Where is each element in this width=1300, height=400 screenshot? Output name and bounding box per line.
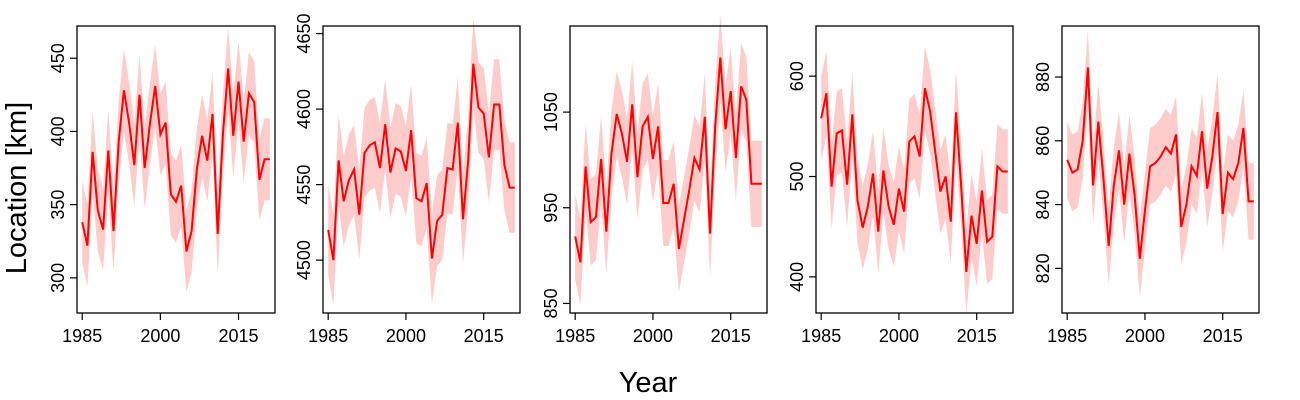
y-tick-label: 4650 (294, 14, 314, 54)
y-tick-label: 1050 (541, 92, 561, 132)
x-tick-label: 2015 (1203, 326, 1243, 346)
panel-1: 300 350 400 450 1985 2000 2015 (48, 25, 276, 346)
x-tick-label: 2015 (219, 326, 259, 346)
y-tick-label: 950 (541, 193, 561, 223)
y-tick-label: 820 (1033, 253, 1053, 283)
series-line (327, 63, 515, 261)
chart-panels: 300 350 400 450 1985 2000 2015 4500 4550 4600 4650… (48, 14, 1260, 346)
y-axis-title: Location [km] (1, 102, 33, 274)
x-tick-label: 2000 (386, 326, 426, 346)
series-line (820, 87, 1008, 272)
x-tick-label: 2015 (711, 326, 751, 346)
confidence-band (82, 27, 270, 293)
y-tick-label: 880 (1033, 62, 1053, 92)
x-tick-label: 2000 (879, 326, 919, 346)
y-tick-label: 850 (541, 288, 561, 318)
x-tick-label: 1985 (1047, 326, 1087, 346)
series-line (574, 57, 762, 263)
confidence-band (328, 18, 515, 306)
confidence-band (575, 14, 762, 306)
y-tick-label: 400 (48, 116, 68, 146)
x-axis-title: Year (619, 367, 678, 399)
y-tick-label: 600 (787, 61, 807, 91)
x-tick-label: 1985 (555, 326, 595, 346)
x-tick-label: 2015 (957, 326, 997, 346)
x-tick-label: 2000 (1125, 326, 1165, 346)
x-tick-label: 2000 (140, 326, 180, 346)
y-tick-label: 4500 (294, 240, 314, 280)
x-tick-label: 1985 (308, 326, 348, 346)
panel-2: 4500 4550 4600 4650 1985 2000 2015 (294, 14, 521, 346)
y-tick-label: 450 (48, 43, 68, 73)
axis-frame (815, 25, 1014, 314)
panel-3: 850 950 1050 1985 2000 2015 (541, 14, 768, 346)
y-tick-label: 860 (1033, 126, 1053, 156)
x-tick-label: 1985 (62, 326, 102, 346)
axis-frame (569, 25, 768, 314)
x-tick-label: 1985 (801, 326, 841, 346)
confidence-band (1067, 29, 1254, 298)
y-tick-label: 840 (1033, 190, 1053, 220)
y-tick-label: 500 (787, 162, 807, 192)
y-tick-label: 4600 (294, 89, 314, 129)
axis-frame (76, 25, 276, 314)
x-tick-label: 2000 (633, 326, 673, 346)
series-line (1066, 67, 1254, 259)
axis-frame (1061, 25, 1260, 314)
x-tick-label: 2015 (464, 326, 504, 346)
y-tick-label: 400 (787, 262, 807, 292)
y-tick-label: 300 (48, 263, 68, 293)
panel-5: 820 840 860 880 1985 2000 2015 (1033, 25, 1260, 346)
axis-frame (322, 25, 521, 314)
series-line (81, 68, 270, 252)
confidence-band (821, 46, 1008, 314)
y-tick-label: 350 (48, 190, 68, 220)
panel-4: 400 500 600 1985 2000 2015 (787, 25, 1014, 346)
y-tick-label: 4550 (294, 165, 314, 205)
